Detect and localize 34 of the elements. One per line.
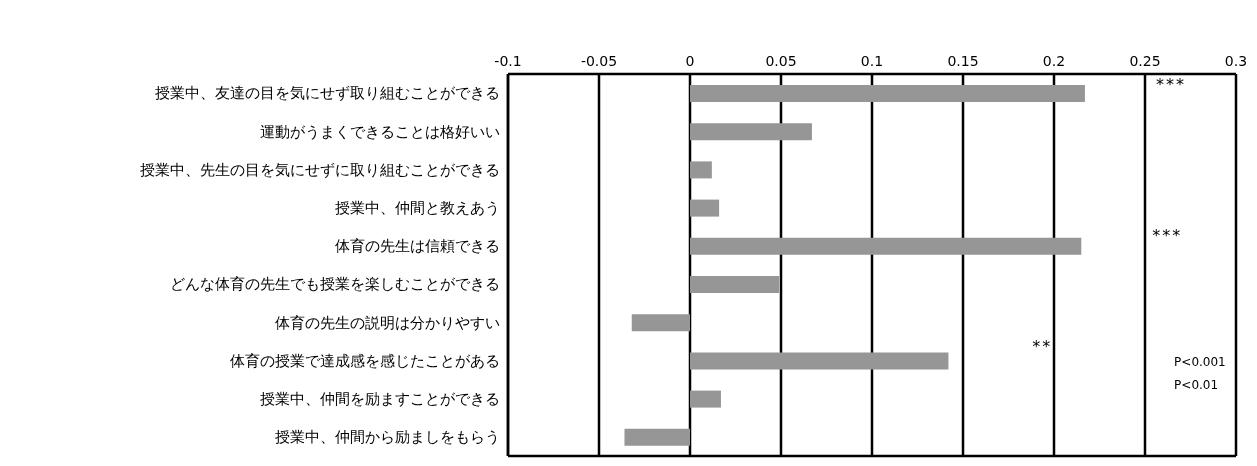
x-tick-label: 0.1 (860, 53, 884, 69)
bar (690, 199, 720, 217)
bar (690, 390, 721, 408)
bar (690, 237, 1082, 255)
y-tick-label: どんな体育の先生でも授業を楽しむことができる (170, 275, 500, 294)
x-tick-label: 0.25 (1129, 53, 1161, 69)
bar (690, 123, 812, 141)
annotation: ** (1032, 336, 1053, 356)
y-tick-label: 授業中、友達の目を気にせず取り組むことができる (155, 84, 500, 103)
x-tick-label: -0.1 (494, 53, 522, 69)
x-tick-label: -0.05 (580, 53, 618, 69)
y-tick-label: 授業中、仲間から励ましをもらう (275, 428, 500, 447)
bar (690, 161, 712, 179)
annotation: P<0.01 (1174, 376, 1219, 394)
x-tick-label: 0.2 (1042, 53, 1066, 69)
y-tick-label: 体育の先生の説明は分かりやすい (275, 313, 500, 332)
bar (690, 352, 949, 370)
y-tick-label: 体育の授業で達成感を感じたことがある (230, 351, 500, 370)
x-tick-label: 0.15 (947, 53, 979, 69)
bar (631, 314, 690, 332)
y-tick-label: 授業中、仲間と教えあう (335, 199, 500, 218)
bar (624, 428, 690, 446)
annotation: *** (1152, 225, 1183, 245)
x-tick-label: 0.3 (1224, 53, 1248, 69)
annotation: P<0.001 (1174, 353, 1226, 371)
bar (690, 85, 1085, 102)
y-tick-label: 体育の先生は信頼できる (335, 237, 500, 256)
y-tick-label: 授業中、先生の目を気にせずに取り組むことができる (140, 160, 500, 179)
annotation: *** (1155, 74, 1186, 94)
x-tick-label: 0 (685, 53, 695, 69)
y-tick-label: 運動がうまくできることは格好いい (260, 122, 500, 141)
x-tick-label: 0.05 (765, 53, 797, 69)
y-tick-label: 授業中、仲間を励ますことができる (260, 390, 500, 409)
bar (690, 276, 780, 293)
